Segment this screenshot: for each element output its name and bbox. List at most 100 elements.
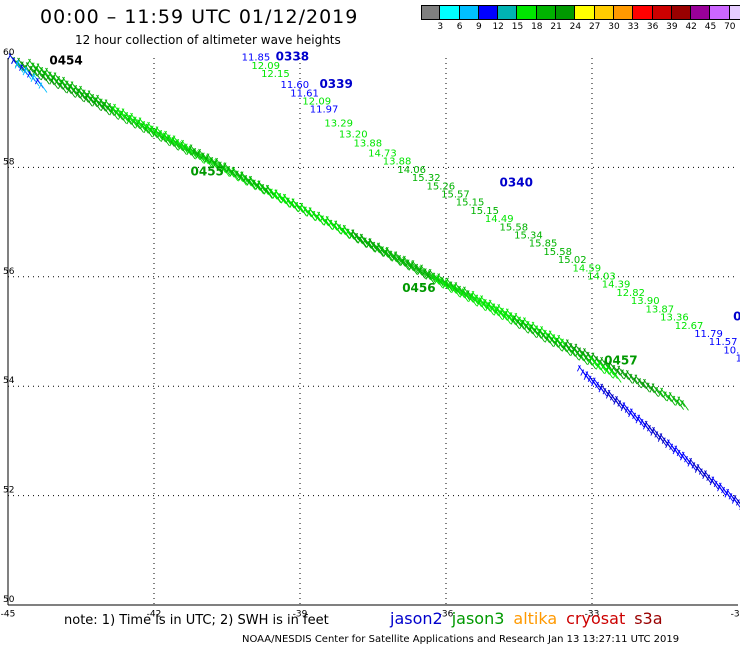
track-mark <box>163 130 172 142</box>
legend-label: 27 <box>588 22 601 32</box>
track-mark <box>654 386 664 398</box>
legend-swatch <box>652 5 672 20</box>
track-mark <box>401 256 411 268</box>
track-mark <box>226 165 236 177</box>
track-mark <box>379 246 389 258</box>
track-mark <box>265 184 274 196</box>
track-mark <box>64 80 74 91</box>
track-mark <box>341 225 351 236</box>
legend-swatch <box>729 5 740 20</box>
legend-swatch <box>633 5 653 20</box>
track-mark <box>490 305 499 317</box>
track-mark <box>680 400 689 411</box>
track-mark <box>316 211 325 223</box>
satellite-name: jason2 <box>390 609 443 628</box>
track-mark <box>642 378 651 390</box>
track-mark <box>197 148 206 160</box>
color-scale-legend <box>421 5 740 20</box>
track-mark <box>28 65 38 77</box>
track-mark <box>537 328 547 340</box>
legend-swatch <box>671 5 692 20</box>
swh-value: 15.15 <box>456 198 485 209</box>
track-mark <box>290 198 300 209</box>
track-mark <box>27 58 36 70</box>
swh-value: 15.26 <box>427 181 456 192</box>
track-mark <box>605 364 615 376</box>
swh-value: 13.90 <box>631 296 660 307</box>
swh-value: 10.59 <box>723 345 740 356</box>
y-tick-label: 58 <box>3 157 15 167</box>
x-tick-label: -45 <box>1 610 16 620</box>
track-mark <box>209 156 219 168</box>
time-label: 0456 <box>402 281 435 295</box>
track-mark <box>38 82 48 93</box>
time-label: 034 <box>733 310 740 324</box>
swh-value: 14.06 <box>397 165 426 176</box>
legend-swatch <box>517 5 537 20</box>
track-mark <box>95 94 104 106</box>
swh-value: 11.60 <box>281 80 310 91</box>
y-tick-label: 54 <box>3 376 15 386</box>
swh-value: 13.20 <box>339 129 368 140</box>
track-mark <box>35 63 45 74</box>
track-mark <box>392 252 402 263</box>
track-mark <box>443 279 453 290</box>
track-mark <box>132 116 142 127</box>
track-mark <box>596 360 606 371</box>
track-mark <box>600 364 610 375</box>
track-mark <box>590 352 600 363</box>
legend-swatch <box>594 5 614 20</box>
legend-swatch <box>421 5 441 20</box>
swh-value: 14.49 <box>485 214 514 225</box>
track-mark <box>183 143 193 154</box>
track-mark <box>200 152 210 163</box>
track-mark <box>671 395 681 407</box>
legend-label: 15 <box>511 22 524 32</box>
chart-subtitle: 12 hour collection of altimeter wave hei… <box>75 33 341 47</box>
track-mark <box>90 93 100 105</box>
track-mark <box>69 81 79 92</box>
track-mark <box>404 260 414 271</box>
track-mark <box>171 135 181 146</box>
track-mark <box>562 342 572 353</box>
track-mark <box>61 76 70 88</box>
track-mark <box>282 193 291 205</box>
track-mark <box>609 368 618 380</box>
track-mark <box>498 309 508 321</box>
track-mark <box>554 337 564 349</box>
track-mark <box>460 288 470 299</box>
track-mark <box>324 216 334 227</box>
swh-value: 13.88 <box>354 139 383 150</box>
track-mark <box>231 166 240 178</box>
track-mark <box>370 242 380 253</box>
track-mark <box>637 378 646 389</box>
track-mark <box>129 112 138 124</box>
track-mark <box>532 327 542 339</box>
legend-swatch <box>710 5 730 20</box>
track-mark <box>180 139 189 151</box>
track-mark <box>353 233 363 244</box>
swh-value: 12.82 <box>616 288 645 299</box>
track-mark <box>659 387 668 399</box>
legend-label: 12 <box>492 22 504 32</box>
track-mark <box>345 228 355 240</box>
track-mark <box>430 273 440 285</box>
track-mark <box>558 341 567 353</box>
swh-value: 12.09 <box>251 61 280 72</box>
track-mark <box>107 102 117 114</box>
track-mark <box>243 174 253 186</box>
legend-label: 24 <box>569 22 582 32</box>
track-mark <box>628 373 638 385</box>
track-mark <box>477 297 487 308</box>
track-mark <box>137 117 147 128</box>
track-mark <box>599 356 608 368</box>
track-mark <box>676 396 686 407</box>
track-mark <box>16 57 25 69</box>
swh-value: 13.29 <box>324 118 353 129</box>
track-mark <box>141 120 151 132</box>
time-label: 0454 <box>49 54 82 68</box>
swh-value: 11.57 <box>709 337 738 348</box>
track-mark <box>214 157 223 169</box>
time-label: 0338 <box>276 50 309 64</box>
swh-value: 11.85 <box>242 53 271 64</box>
